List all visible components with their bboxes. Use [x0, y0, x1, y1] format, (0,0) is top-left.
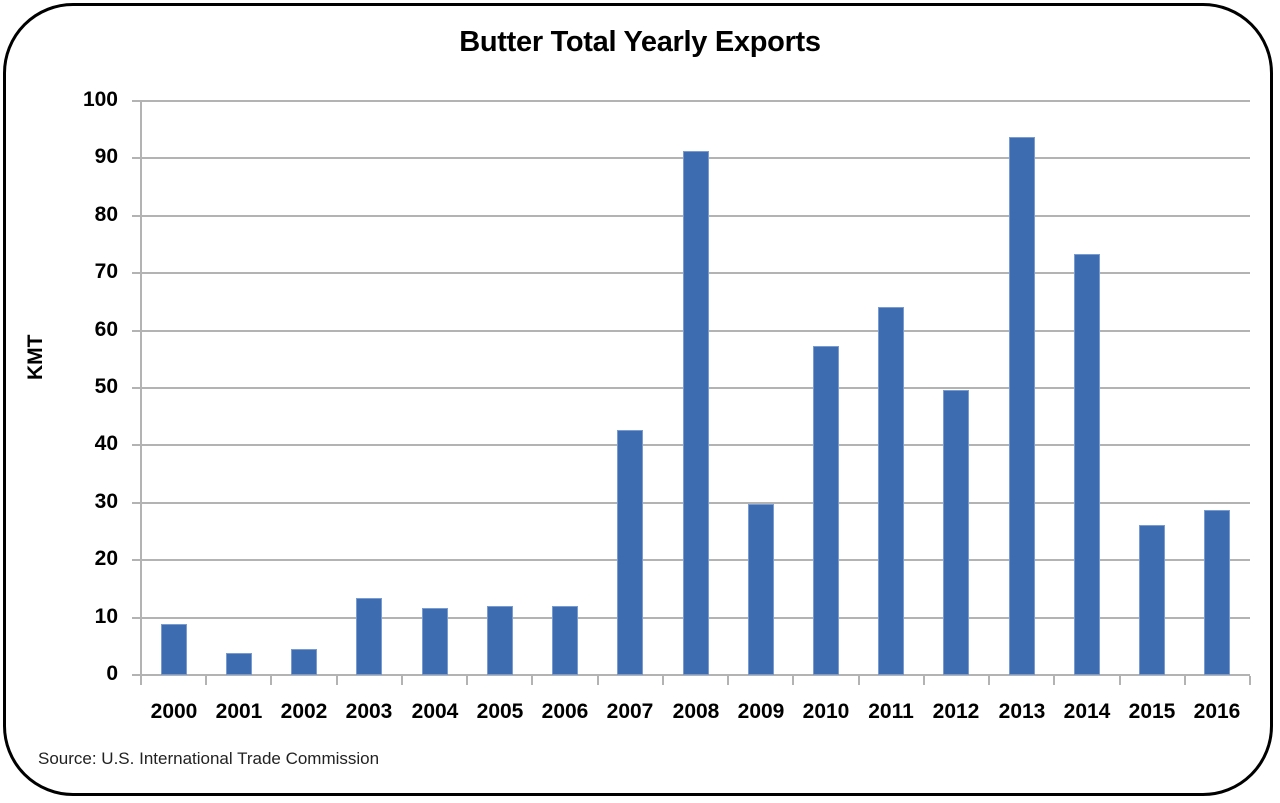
- x-tick-label: 2013: [998, 700, 1046, 723]
- bar-2016: [1204, 510, 1230, 675]
- x-tick-label: 2000: [150, 700, 198, 723]
- x-tick-label: 2008: [672, 700, 720, 723]
- bar-2010: [813, 346, 839, 675]
- y-tick-label: 20: [94, 547, 118, 570]
- y-tick-label: 90: [94, 145, 118, 168]
- x-tick-label: 2009: [737, 700, 785, 723]
- y-axis-label: KMT: [24, 334, 47, 381]
- y-tick-label: 100: [82, 88, 118, 111]
- bar-2011: [878, 307, 904, 675]
- y-tick-label: 70: [94, 260, 118, 283]
- x-tick-mark: [205, 676, 207, 685]
- bar-2009: [748, 504, 774, 675]
- bar-2015: [1139, 525, 1165, 675]
- y-tick-label: 40: [94, 432, 118, 455]
- x-tick-mark: [662, 676, 664, 685]
- x-tick-mark: [270, 676, 272, 685]
- x-tick-mark: [727, 676, 729, 685]
- x-tick-mark: [1053, 676, 1055, 685]
- x-tick-label: 2016: [1193, 700, 1241, 723]
- y-tick-label: 80: [94, 203, 118, 226]
- x-tick-label: 2010: [802, 700, 850, 723]
- bar-2002: [291, 649, 317, 675]
- bar-2000: [161, 624, 187, 675]
- x-tick-label: 2001: [215, 700, 263, 723]
- x-tick-mark: [466, 676, 468, 685]
- chart-title: Butter Total Yearly Exports: [459, 26, 821, 58]
- x-tick-mark: [1119, 676, 1121, 685]
- bar-2006: [552, 606, 578, 675]
- bar-2005: [487, 606, 513, 675]
- y-tick-label: 50: [94, 375, 118, 398]
- x-tick-label: 2014: [1063, 700, 1111, 723]
- bar-2001: [226, 653, 252, 675]
- y-axis-line: [140, 101, 142, 685]
- bar-2008: [683, 151, 709, 675]
- gridline: [132, 674, 1250, 676]
- x-tick-mark: [858, 676, 860, 685]
- y-tick-label: 60: [94, 318, 118, 341]
- bar-2013: [1009, 137, 1035, 675]
- bar-2007: [617, 430, 643, 675]
- x-tick-mark: [923, 676, 925, 685]
- x-tick-mark: [792, 676, 794, 685]
- x-tick-mark: [1249, 676, 1251, 685]
- x-tick-label: 2005: [476, 700, 524, 723]
- x-tick-label: 2004: [411, 700, 459, 723]
- source-note: Source: U.S. International Trade Commiss…: [38, 749, 380, 768]
- x-tick-mark: [531, 676, 533, 685]
- x-tick-label: 2015: [1128, 700, 1176, 723]
- x-tick-mark: [336, 676, 338, 685]
- y-tick-label: 30: [94, 490, 118, 513]
- y-tick-label: 10: [94, 605, 118, 628]
- x-tick-label: 2007: [606, 700, 654, 723]
- x-tick-label: 2002: [280, 700, 328, 723]
- x-tick-label: 2011: [868, 700, 914, 723]
- x-tick-mark: [988, 676, 990, 685]
- x-tick-mark: [140, 676, 142, 685]
- x-tick-label: 2003: [345, 700, 393, 723]
- x-tick-label: 2006: [541, 700, 589, 723]
- y-tick-label: 0: [106, 662, 118, 685]
- x-tick-mark: [597, 676, 599, 685]
- bar-2003: [356, 598, 382, 675]
- x-tick-mark: [1184, 676, 1186, 685]
- x-tick-mark: [401, 676, 403, 685]
- bar-2004: [422, 608, 448, 675]
- x-tick-label: 2012: [932, 700, 980, 723]
- bar-2014: [1074, 254, 1100, 675]
- gridline: [132, 100, 1250, 102]
- bar-2012: [943, 390, 969, 675]
